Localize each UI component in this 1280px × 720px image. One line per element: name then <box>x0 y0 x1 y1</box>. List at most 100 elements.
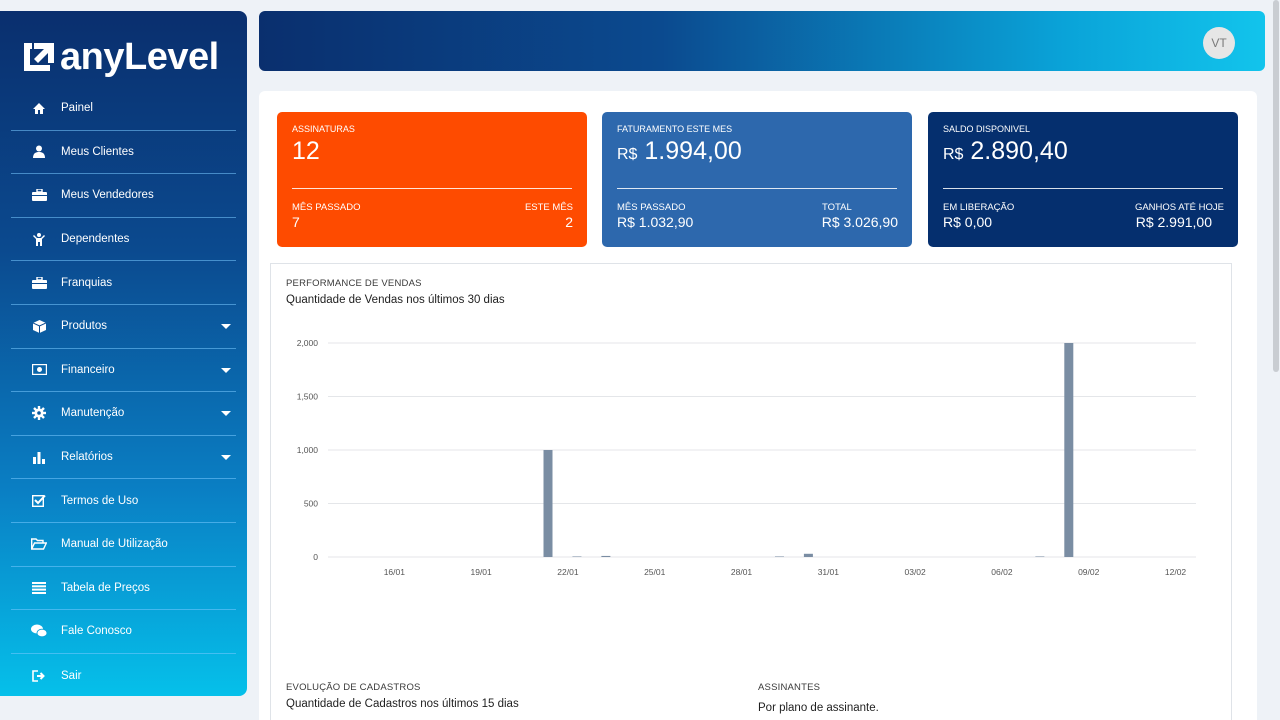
folder-open-icon <box>31 536 47 552</box>
this-month-label: ESTE MÊS <box>524 202 573 213</box>
chat-icon <box>31 623 47 639</box>
sidebar-item-tabela-de-precos[interactable]: Tabela de Preços <box>11 567 236 611</box>
subscribers-title: ASSINANTES <box>758 682 821 693</box>
subscriptions-card: ASSINATURAS 12 MÊS PASSADO 7 ESTE MÊS 2 <box>277 112 587 247</box>
sidebar-item-label: Sair <box>61 669 82 682</box>
page-scrollbar[interactable] <box>1273 0 1279 372</box>
x-tick-label: 09/02 <box>1078 567 1100 577</box>
card-divider <box>943 188 1223 189</box>
card-value: R$ 2.890,40 <box>943 137 1068 166</box>
sidebar-item-label: Manual de Utilização <box>61 538 168 551</box>
x-tick-label: 31/01 <box>818 567 840 577</box>
pending-release-label: EM LIBERAÇÃO <box>943 202 1015 213</box>
sidebar-item-fale-conosco[interactable]: Fale Conosco <box>11 610 236 654</box>
money-icon <box>31 362 47 378</box>
sign-out-icon <box>31 668 47 684</box>
currency-symbol: R$ <box>943 146 964 163</box>
y-tick-label: 1,500 <box>297 392 319 402</box>
pending-release-value: R$ 0,00 <box>943 214 993 230</box>
card-title: FATURAMENTO ESTE MES <box>617 124 733 134</box>
x-tick-label: 19/01 <box>470 567 492 577</box>
x-tick-label: 06/02 <box>991 567 1013 577</box>
user-avatar[interactable]: VT <box>1203 27 1235 59</box>
bar-21/01[interactable] <box>543 450 553 557</box>
last-month-label: MÊS PASSADO <box>617 202 686 213</box>
sidebar-item-relatorios[interactable]: Relatórios <box>11 436 236 480</box>
brand-name: anyLevel <box>60 36 219 78</box>
balance-amount: 2.890,40 <box>970 137 1068 165</box>
x-tick-label: 22/01 <box>557 567 579 577</box>
sidebar-item-meus-vendedores[interactable]: Meus Vendedores <box>11 174 236 218</box>
card-value: 12 <box>292 137 320 165</box>
chevron-down-icon[interactable] <box>221 367 231 373</box>
x-tick-label: 03/02 <box>904 567 926 577</box>
y-tick-label: 2,000 <box>297 338 319 348</box>
y-tick-label: 1,000 <box>297 445 319 455</box>
sidebar-item-label: Franquias <box>61 276 113 289</box>
sidebar-item-label: Manutenção <box>61 407 125 420</box>
card-title: SALDO DISPONIVEL <box>943 124 1031 134</box>
gear-icon <box>31 405 47 421</box>
user-icon <box>31 144 47 160</box>
home-icon <box>31 100 47 116</box>
cube-icon <box>31 318 47 334</box>
sidebar-item-sair[interactable]: Sair <box>11 654 236 698</box>
chevron-down-icon[interactable] <box>221 411 231 417</box>
sidebar-item-franquias[interactable]: Franquias <box>11 261 236 305</box>
revenue-card: FATURAMENTO ESTE MES R$ 1.994,00 MÊS PAS… <box>602 112 912 247</box>
balance-card: SALDO DISPONIVEL R$ 2.890,40 EM LIBERAÇÃ… <box>928 112 1238 247</box>
card-divider <box>292 188 572 189</box>
child-icon <box>31 231 47 247</box>
total-label: TOTAL <box>822 202 852 213</box>
sidebar-item-manutencao[interactable]: Manutenção <box>11 392 236 436</box>
sidebar-item-label: Financeiro <box>61 363 115 376</box>
x-tick-label: 16/01 <box>384 567 406 577</box>
y-tick-label: 500 <box>304 499 318 509</box>
x-tick-label: 12/02 <box>1165 567 1187 577</box>
sidebar-item-painel[interactable]: Painel <box>11 87 236 131</box>
sales-performance-section: PERFORMANCE DE VENDAS Quantidade de Vend… <box>270 263 1232 720</box>
last-month-value: R$ 1.032,90 <box>617 214 694 230</box>
bar-chart-icon <box>31 449 47 465</box>
top-header: VT <box>259 11 1265 71</box>
list-icon <box>31 580 47 596</box>
sidebar-item-label: Termos de Uso <box>61 494 139 507</box>
sidebar-item-label: Tabela de Preços <box>61 581 150 594</box>
section-subtitle: Quantidade de Vendas nos últimos 30 dias <box>286 294 505 306</box>
sidebar-item-financeiro[interactable]: Financeiro <box>11 349 236 393</box>
bar-23/01[interactable] <box>601 555 611 557</box>
last-month-label: MÊS PASSADO <box>292 202 361 213</box>
sidebar-item-meus-clientes[interactable]: Meus Clientes <box>11 131 236 175</box>
x-tick-label: 25/01 <box>644 567 666 577</box>
logo-mark-icon <box>22 41 56 73</box>
bar-29/01[interactable] <box>774 556 784 557</box>
card-value: R$ 1.994,00 <box>617 137 742 166</box>
brand-logo[interactable]: anyLevel <box>22 37 219 77</box>
sidebar-item-label: Meus Clientes <box>61 145 134 158</box>
sidebar-item-label: Meus Vendedores <box>61 189 154 202</box>
sidebar-item-label: Produtos <box>61 320 108 333</box>
briefcase-icon <box>31 275 47 291</box>
bar-07/02[interactable] <box>1035 556 1045 557</box>
earnings-to-date-value: R$ 2.991,00 <box>1135 214 1212 230</box>
sidebar-item-produtos[interactable]: Produtos <box>11 305 236 349</box>
briefcase-icon <box>31 187 47 203</box>
total-value: R$ 3.026,90 <box>821 214 898 230</box>
bar-22/01[interactable] <box>572 556 582 557</box>
subscribers-subtitle: Por plano de assinante. <box>758 702 879 714</box>
checkbox-icon <box>31 493 47 509</box>
sidebar-item-termos-de-uso[interactable]: Termos de Uso <box>11 479 236 523</box>
sidebar-item-dependentes[interactable]: Dependentes <box>11 218 236 262</box>
bar-08/02[interactable] <box>1064 343 1074 557</box>
sidebar-item-manual-de-utilizacao[interactable]: Manual de Utilização <box>11 523 236 567</box>
card-divider <box>617 188 897 189</box>
chevron-down-icon[interactable] <box>221 455 231 461</box>
section-title: PERFORMANCE DE VENDAS <box>286 278 422 289</box>
currency-symbol: R$ <box>617 146 638 163</box>
chevron-down-icon[interactable] <box>221 324 231 330</box>
sidebar-item-label: Relatórios <box>61 451 113 464</box>
registrations-subtitle: Quantidade de Cadastros nos últimos 15 d… <box>286 698 519 710</box>
bar-30/01[interactable] <box>803 553 813 557</box>
sidebar-item-label: Dependentes <box>61 233 130 246</box>
sidebar-item-label: Fale Conosco <box>61 625 132 638</box>
